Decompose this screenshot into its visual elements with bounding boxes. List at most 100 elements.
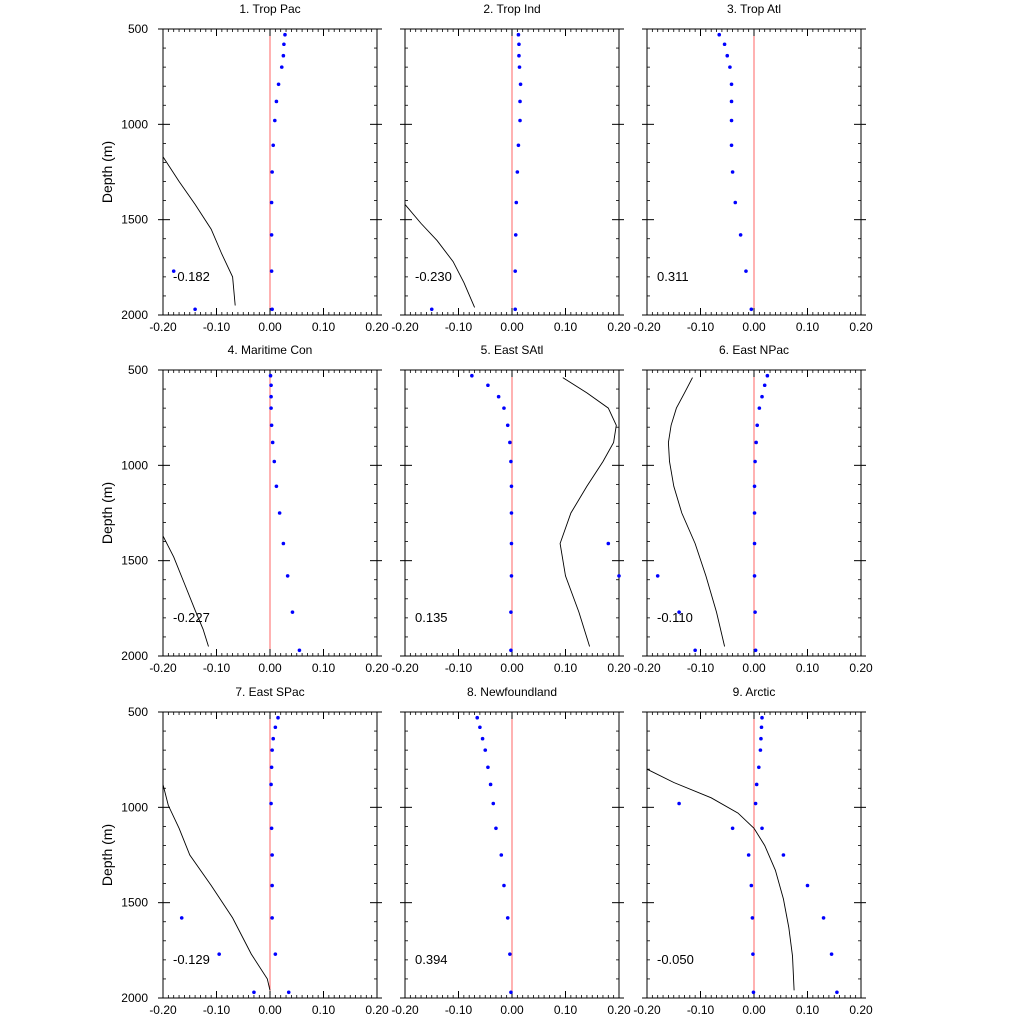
data-point bbox=[502, 406, 506, 410]
profile-curve bbox=[646, 768, 795, 991]
correlation-value: -0.182 bbox=[173, 269, 210, 284]
panel-4: -0.20 -0.10 0.00 0.10 0.20 500 1000 1500 2000 4. … bbox=[99, 343, 389, 675]
data-point bbox=[717, 32, 722, 37]
data-point bbox=[270, 748, 274, 752]
data-point bbox=[729, 118, 734, 123]
x-tick-label: 0.20 bbox=[607, 1003, 631, 1017]
data-point bbox=[509, 610, 513, 614]
data-point bbox=[781, 853, 786, 857]
data-point bbox=[274, 99, 279, 104]
data-point bbox=[509, 574, 514, 578]
panel-frame bbox=[646, 28, 862, 316]
panel-7: -0.20 -0.10 0.00 0.10 0.20 500 1000 1500 2000 7. … bbox=[99, 685, 389, 1017]
data-point bbox=[754, 440, 758, 445]
data-point bbox=[728, 65, 732, 69]
correlation-value: -0.050 bbox=[657, 952, 694, 967]
data-point bbox=[762, 383, 767, 388]
x-tick-label: 0.10 bbox=[312, 320, 336, 334]
data-point bbox=[281, 53, 286, 58]
x-tick-label: 0.20 bbox=[365, 661, 389, 675]
x-tick-label: -0.20 bbox=[391, 1003, 419, 1017]
panel-frame bbox=[646, 369, 862, 657]
data-point bbox=[271, 143, 276, 148]
correlation-value: 0.311 bbox=[657, 269, 689, 284]
data-point bbox=[283, 32, 287, 37]
x-tick-label: 0.00 bbox=[500, 661, 524, 675]
data-point bbox=[759, 725, 764, 730]
y-axis-label: Depth (m) bbox=[99, 482, 115, 544]
panel-title: 3. Trop Atl bbox=[727, 2, 781, 16]
x-tick-label: 0.00 bbox=[500, 320, 524, 334]
data-point bbox=[274, 484, 279, 489]
data-point bbox=[269, 826, 274, 831]
x-tick-label: 0.20 bbox=[607, 661, 631, 675]
x-tick-label: 0.10 bbox=[554, 320, 578, 334]
data-point bbox=[273, 952, 278, 956]
x-tick-label: -0.10 bbox=[445, 1003, 473, 1017]
x-tick-label: -0.20 bbox=[391, 320, 419, 334]
y-tick-label: 1500 bbox=[121, 213, 148, 227]
data-point bbox=[515, 170, 520, 174]
data-point bbox=[517, 42, 521, 47]
data-point bbox=[754, 782, 759, 787]
x-tick-label: -0.20 bbox=[149, 1003, 177, 1017]
x-tick-label: 0.20 bbox=[607, 320, 631, 334]
x-tick-label: 0.20 bbox=[849, 1003, 873, 1017]
data-point bbox=[518, 82, 523, 87]
data-point bbox=[491, 801, 496, 806]
data-point bbox=[757, 406, 762, 410]
data-point bbox=[760, 715, 764, 720]
x-tick-label: 0.10 bbox=[554, 1003, 578, 1017]
data-point bbox=[276, 715, 280, 720]
data-point bbox=[693, 648, 697, 653]
data-point bbox=[729, 143, 734, 148]
data-point bbox=[269, 200, 274, 205]
x-tick-label: 0.00 bbox=[258, 1003, 282, 1017]
data-point bbox=[829, 952, 834, 956]
data-point bbox=[749, 307, 754, 312]
data-point bbox=[508, 440, 512, 445]
panel-2: -0.20 -0.10 0.00 0.10 0.20 2. Trop Ind -0.230 bbox=[391, 2, 631, 334]
x-tick-label: -0.20 bbox=[149, 661, 177, 675]
x-tick-label: -0.10 bbox=[203, 1003, 231, 1017]
data-point bbox=[677, 801, 681, 806]
y-tick-label: 1500 bbox=[121, 554, 148, 568]
panel-title: 1. Trop Pac bbox=[239, 2, 300, 16]
panel-frame bbox=[162, 369, 378, 657]
data-point bbox=[179, 916, 184, 920]
correlation-value: -0.129 bbox=[173, 952, 210, 967]
x-tick-label: 0.10 bbox=[796, 661, 820, 675]
data-point bbox=[480, 736, 485, 741]
x-tick-label: 0.20 bbox=[849, 661, 873, 675]
data-point bbox=[282, 42, 286, 47]
data-point bbox=[496, 394, 501, 399]
data-point bbox=[751, 952, 755, 956]
data-point bbox=[617, 574, 621, 578]
panel-6: -0.20 -0.10 0.00 0.10 0.20 6. East NPac -0.110 bbox=[633, 343, 873, 675]
panel-title: 8. Newfoundland bbox=[467, 685, 557, 699]
x-tick-label: -0.10 bbox=[687, 320, 715, 334]
x-tick-label: -0.10 bbox=[687, 1003, 715, 1017]
x-tick-label: -0.20 bbox=[633, 320, 661, 334]
data-point bbox=[729, 82, 734, 87]
panel-frame bbox=[162, 711, 378, 999]
data-point bbox=[738, 233, 743, 237]
panel-1: -0.20 -0.10 0.00 0.10 0.20 500 1000 1500 2000 1. … bbox=[99, 2, 389, 334]
profile-curve bbox=[404, 204, 476, 308]
data-point bbox=[725, 53, 730, 58]
data-point bbox=[722, 42, 727, 47]
data-point bbox=[655, 574, 660, 578]
data-point bbox=[171, 269, 176, 273]
data-point bbox=[486, 765, 490, 770]
data-point bbox=[744, 269, 748, 273]
data-point bbox=[513, 233, 518, 237]
data-point bbox=[733, 200, 738, 205]
data-point bbox=[752, 511, 757, 515]
data-point bbox=[486, 383, 490, 388]
x-tick-label: 0.10 bbox=[554, 661, 578, 675]
x-tick-label: 0.00 bbox=[258, 320, 282, 334]
data-point bbox=[730, 826, 735, 831]
panel-title: 5. East SAtl bbox=[481, 343, 544, 357]
y-tick-label: 1000 bbox=[121, 458, 148, 472]
